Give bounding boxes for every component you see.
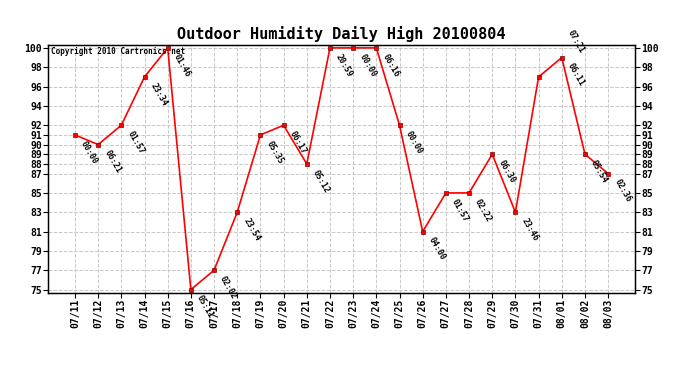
Text: 02:02: 02:02 (218, 274, 239, 301)
Text: 06:11: 06:11 (566, 62, 586, 88)
Title: Outdoor Humidity Daily High 20100804: Outdoor Humidity Daily High 20100804 (177, 27, 506, 42)
Text: 01:57: 01:57 (126, 129, 146, 156)
Text: 02:22: 02:22 (473, 197, 493, 223)
Text: 00:00: 00:00 (357, 52, 377, 78)
Text: 01:46: 01:46 (172, 52, 192, 78)
Text: 23:54: 23:54 (241, 216, 262, 243)
Text: 05:11: 05:11 (195, 294, 215, 320)
Text: 05:12: 05:12 (311, 168, 331, 194)
Text: 02:36: 02:36 (612, 178, 633, 204)
Text: 23:34: 23:34 (148, 81, 169, 107)
Text: 05:54: 05:54 (589, 158, 609, 184)
Text: Copyright 2010 Cartronics.net: Copyright 2010 Cartronics.net (51, 48, 186, 57)
Text: 23:46: 23:46 (520, 216, 540, 243)
Text: 06:17: 06:17 (288, 129, 308, 156)
Text: 06:21: 06:21 (102, 149, 123, 175)
Text: 05:35: 05:35 (264, 139, 285, 165)
Text: 01:57: 01:57 (450, 197, 471, 223)
Text: 00:00: 00:00 (404, 129, 424, 156)
Text: 00:00: 00:00 (79, 139, 99, 165)
Text: 20:59: 20:59 (334, 52, 355, 78)
Text: 04:00: 04:00 (427, 236, 447, 262)
Text: 06:16: 06:16 (380, 52, 401, 78)
Text: 06:30: 06:30 (496, 158, 517, 184)
Text: 07:21: 07:21 (566, 28, 586, 55)
